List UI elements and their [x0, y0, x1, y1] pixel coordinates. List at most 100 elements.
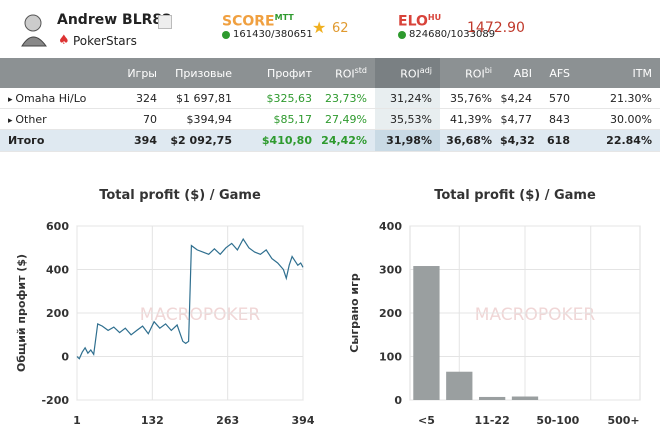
row-name: Итого: [8, 134, 45, 147]
cell: 618: [540, 129, 578, 152]
cell: 570: [540, 88, 578, 109]
header-cell: ROIadj: [375, 58, 440, 88]
y-tick-label: 400: [379, 220, 402, 233]
profit-line: [76, 237, 304, 360]
score-rank: 161430/380651: [233, 29, 313, 40]
cell: 70: [120, 108, 165, 130]
x-tick-label: 500+: [607, 414, 639, 427]
cell: 36,68%: [440, 129, 500, 152]
stats-table: Игры Призовые Профит ROIstd ROIadj ROIbi ABI AF…: [0, 58, 660, 152]
elo: ELO: [398, 13, 428, 30]
room: PokerStars: [73, 34, 137, 48]
cell: 31,98%: [375, 129, 440, 152]
cell: 23,73%: [320, 88, 375, 109]
medal: [398, 31, 406, 39]
cell: 41,39%: [440, 108, 500, 130]
medal: [222, 31, 230, 39]
spade-icon: ♠: [58, 33, 70, 48]
x-tick-label: 394: [292, 414, 315, 427]
stars: 62: [332, 21, 349, 36]
cell: 31,24%: [375, 88, 440, 109]
charts: Total profit ($) / Game Общий профит ($) M…: [15, 188, 641, 427]
watermark: MACROPOKER: [140, 305, 261, 325]
y-tick-label: 100: [379, 351, 402, 364]
cell: 35,53%: [375, 108, 440, 130]
y-tick-label: 200: [46, 307, 69, 320]
icon[interactable]: [158, 15, 172, 29]
header-cell: ROIbi: [440, 58, 500, 88]
cell: $1 697,81: [165, 88, 240, 109]
header-cell: ROIstd: [320, 58, 375, 88]
elo-rank: 824680/1033089: [409, 29, 496, 40]
cell: 35,76%: [440, 88, 500, 109]
cell: $410,80: [240, 129, 320, 152]
x-tick-label: 263: [216, 414, 239, 427]
table-row: ▸ Omaha Hi/Lo 324 $1 697,81 $325,63 23,73% 31…: [0, 88, 660, 109]
bar: [446, 371, 473, 400]
x-tick-label: 11-22: [475, 414, 510, 427]
expand-arrow: ▸: [8, 94, 16, 105]
cell[interactable]: ▸ Omaha Hi/Lo: [0, 88, 120, 109]
cell: 394: [120, 129, 165, 152]
header-cell: [0, 58, 120, 88]
cell: 30.00%: [578, 108, 660, 130]
player-name[interactable]: Andrew BLR82: [57, 12, 172, 28]
cell: $4,32: [500, 129, 540, 152]
cell: 27,49%: [320, 108, 375, 130]
cell: 21.30%: [578, 88, 660, 109]
cell: $4,24: [500, 88, 540, 109]
header-text: ROI: [335, 67, 355, 81]
y-tick-label: 600: [46, 220, 69, 233]
score-label: SCOREMTT: [222, 13, 294, 30]
chart-title: Total profit ($) / Game: [434, 188, 596, 203]
cell: $394,94: [165, 108, 240, 130]
header-sup: adj: [419, 65, 432, 75]
y-tick-label: 0: [61, 351, 69, 364]
star-icon: ★: [312, 18, 327, 37]
header-sup: std: [354, 65, 367, 75]
header-cell: Игры: [120, 58, 165, 88]
x-tick-label: 1: [73, 414, 81, 427]
avatar: [21, 14, 47, 47]
y-tick-label: 400: [46, 264, 69, 277]
bar: [511, 396, 539, 400]
header-cell: Призовые: [165, 58, 240, 88]
header-text: ROI: [400, 67, 420, 81]
y-tick-label: 300: [379, 264, 402, 277]
cell: Итого: [0, 129, 120, 152]
cell: $2 092,75: [165, 129, 240, 152]
header-cell: ABI: [500, 58, 540, 88]
cell: $85,17: [240, 108, 320, 130]
cell: 324: [120, 88, 165, 109]
bar: [479, 396, 506, 400]
header-cell: AFS: [540, 58, 578, 88]
header-text: ROI: [465, 67, 485, 81]
cell: $4,77: [500, 108, 540, 130]
x-tick-label: 132: [141, 414, 164, 427]
score-sup: MTT: [274, 13, 294, 22]
table-row: Итого 394 $2 092,75 $410,80 24,42% 31,98% 36,6…: [0, 129, 660, 152]
y-tick-label: 200: [379, 307, 402, 320]
y-axis-label: Общий профит ($): [15, 254, 28, 372]
bar: [413, 266, 440, 400]
y-axis-label: Сыграно игр: [348, 273, 361, 353]
header-cell: ITM: [578, 58, 660, 88]
row-name: Other: [15, 112, 47, 126]
score: SCORE: [222, 13, 275, 30]
y-tick-label: 0: [394, 394, 402, 407]
expand-arrow: ▸: [8, 115, 16, 126]
x-tick-label: <5: [418, 414, 435, 427]
cell[interactable]: ▸ Other: [0, 108, 120, 130]
chart-title: Total profit ($) / Game: [99, 188, 261, 203]
y-tick-label: -200: [41, 394, 69, 407]
elo-value: 1472.90: [467, 20, 525, 36]
header-sup: bi: [484, 65, 492, 75]
row-name: Omaha Hi/Lo: [15, 91, 87, 105]
elo-label: ELOHU: [398, 13, 441, 30]
cell: $325,63: [240, 88, 320, 109]
elo-sup: HU: [427, 13, 442, 22]
cell: 843: [540, 108, 578, 130]
table-row: ▸ Other 70 $394,94 $85,17 27,49% 35,53% 41,39%…: [0, 108, 660, 130]
watermark: MACROPOKER: [475, 305, 596, 325]
